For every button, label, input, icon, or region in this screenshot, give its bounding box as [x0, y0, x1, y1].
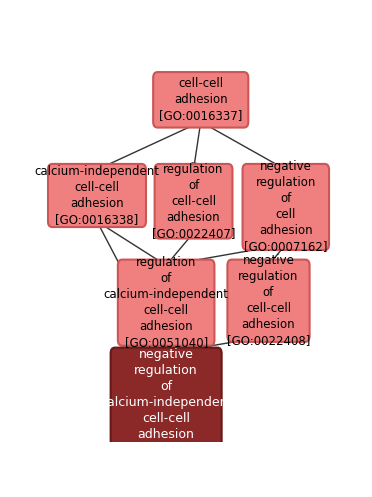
FancyBboxPatch shape [110, 347, 222, 457]
FancyBboxPatch shape [118, 259, 214, 346]
Text: negative
regulation
of
cell
adhesion
[GO:0007162]: negative regulation of cell adhesion [GO… [244, 161, 327, 253]
Text: regulation
of
calcium-independent
cell-cell
adhesion
[GO:0051040]: regulation of calcium-independent cell-c… [104, 256, 229, 349]
FancyBboxPatch shape [243, 164, 329, 250]
FancyBboxPatch shape [153, 72, 248, 128]
Text: cell-cell
adhesion
[GO:0016337]: cell-cell adhesion [GO:0016337] [159, 78, 243, 122]
FancyBboxPatch shape [48, 164, 146, 227]
FancyBboxPatch shape [227, 259, 310, 342]
FancyBboxPatch shape [155, 164, 232, 239]
Text: regulation
of
cell-cell
adhesion
[GO:0022407]: regulation of cell-cell adhesion [GO:002… [152, 163, 235, 240]
Text: negative
regulation
of
cell-cell
adhesion
[GO:0022408]: negative regulation of cell-cell adhesio… [227, 254, 310, 347]
Text: negative
regulation
of
calcium-independent
cell-cell
adhesion
[GO:0051042]: negative regulation of calcium-independe… [100, 347, 232, 457]
Text: calcium-independent
cell-cell
adhesion
[GO:0016338]: calcium-independent cell-cell adhesion [… [35, 165, 160, 226]
